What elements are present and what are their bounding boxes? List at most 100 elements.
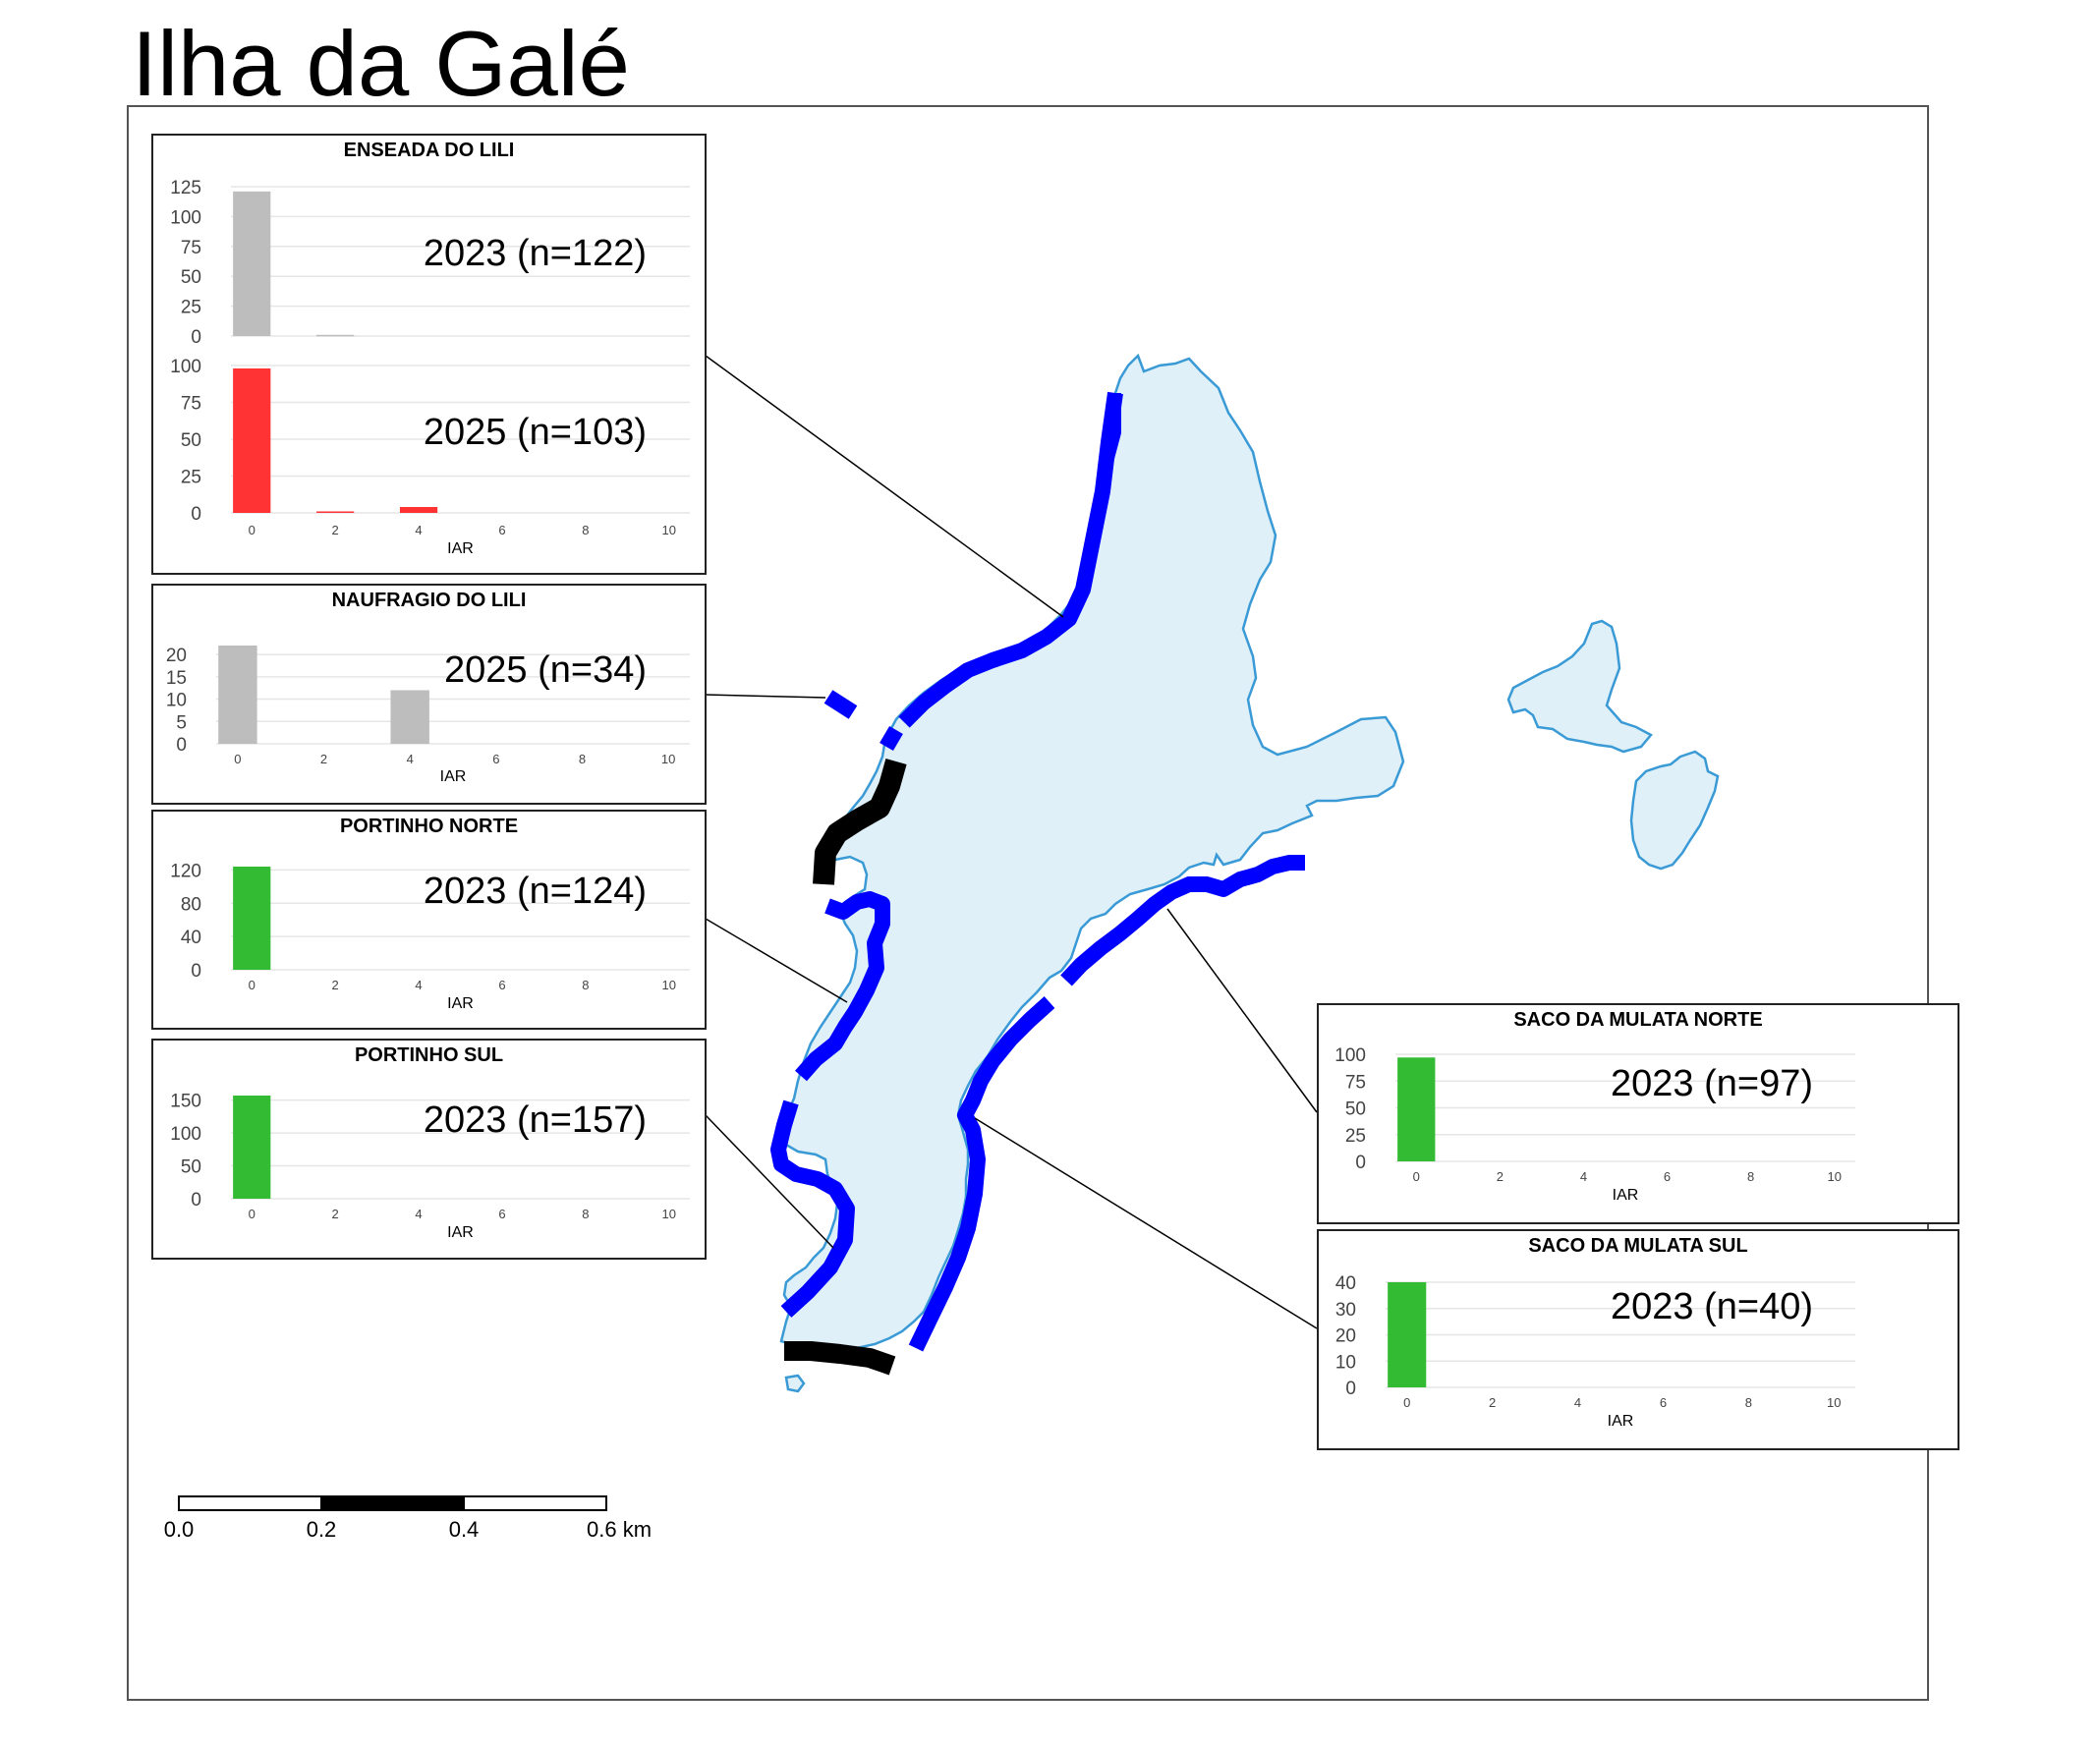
x-tick-label: 8 xyxy=(582,978,589,992)
y-tick-label: 0 xyxy=(191,1190,201,1211)
scale-label-3: 0.6 km xyxy=(587,1517,652,1542)
x-tick-label: 0 xyxy=(1403,1395,1410,1410)
series-label: 2023 (n=124) xyxy=(424,871,647,912)
x-tick-label: 2 xyxy=(1489,1395,1496,1410)
bar xyxy=(233,867,271,970)
x-tick-label: 10 xyxy=(662,1207,676,1221)
x-tick-label: 8 xyxy=(582,1207,589,1221)
panel-title: SACO DA MULATA SUL xyxy=(1528,1235,1747,1257)
map-frame xyxy=(127,105,1929,1701)
y-tick-label: 75 xyxy=(181,394,201,415)
x-tick-label: 8 xyxy=(579,752,586,766)
x-tick-label: 4 xyxy=(407,752,414,766)
x-tick-label: 6 xyxy=(492,752,499,766)
x-tick-label: 6 xyxy=(1660,1395,1667,1410)
shoreline-portinho-norte xyxy=(795,891,890,1082)
x-tick-label: 4 xyxy=(1580,1169,1587,1184)
bar xyxy=(390,690,429,744)
east-island-north xyxy=(1506,619,1653,754)
scale-bar-seg-1 xyxy=(178,1495,322,1511)
y-tick-label: 100 xyxy=(1334,1045,1366,1066)
y-tick-label: 40 xyxy=(181,928,201,948)
panel-chart: 0 25 50 75 100 2023 (n=97) xyxy=(1334,1045,1855,1173)
east-island-south xyxy=(1629,750,1720,871)
shoreline-enseada-north-tip xyxy=(1100,393,1121,464)
x-tick-label: 2 xyxy=(332,1207,339,1221)
leader-enseada-do-lili xyxy=(705,355,1064,618)
leader-lines xyxy=(705,355,1318,1329)
x-tick-label: 4 xyxy=(1574,1395,1581,1410)
x-tick-label: 8 xyxy=(1745,1395,1752,1410)
y-tick-label: 50 xyxy=(181,430,201,451)
series-label: 2023 (n=157) xyxy=(424,1099,647,1141)
panel-chart: 0 40 80 120 2023 (n=124) xyxy=(170,861,690,982)
south-islet xyxy=(784,1374,806,1393)
bar xyxy=(233,368,271,513)
x-tick-label: 10 xyxy=(662,978,676,992)
x-tick-label: 0 xyxy=(249,978,255,992)
bar xyxy=(399,507,438,513)
shoreline-black-south xyxy=(784,1341,896,1376)
panel-chart: 0 25 50 75 100 2025 (n=103) xyxy=(170,357,690,525)
leader-portinho-norte xyxy=(705,918,848,1003)
chart-panel: PORTINHO SUL 0 50 100 150 2023 (n=157) 0 2 4 6 8 10… xyxy=(151,1039,707,1260)
series-label: 2025 (n=34) xyxy=(444,649,647,691)
shoreline-segments xyxy=(770,391,1305,1376)
x-tick-label: 6 xyxy=(498,1207,505,1221)
y-tick-label: 0 xyxy=(176,735,187,756)
bar xyxy=(233,191,271,336)
y-tick-label: 15 xyxy=(166,668,187,689)
y-tick-label: 120 xyxy=(170,861,201,881)
y-tick-label: 80 xyxy=(181,894,201,915)
series-label: 2023 (n=40) xyxy=(1611,1286,1813,1327)
x-tick-label: 6 xyxy=(498,978,505,992)
panel-title: ENSEADA DO LILI xyxy=(344,140,515,161)
leader-portinho-sul xyxy=(705,1114,834,1249)
x-axis-label: IAR xyxy=(1608,1413,1634,1430)
shoreline-portinho-sul xyxy=(770,1099,855,1318)
y-tick-label: 25 xyxy=(1345,1126,1366,1147)
x-tick-label: 4 xyxy=(415,978,422,992)
x-tick-label: 2 xyxy=(1497,1169,1504,1184)
y-tick-label: 30 xyxy=(1335,1300,1356,1321)
x-axis-label: IAR xyxy=(1613,1187,1639,1204)
y-tick-label: 10 xyxy=(1335,1352,1356,1373)
scale-bar-seg-3 xyxy=(463,1495,607,1511)
leader-saco-da-mulata-norte xyxy=(1166,908,1318,1113)
x-tick-label: 10 xyxy=(1827,1395,1841,1410)
x-tick-label: 2 xyxy=(332,523,339,537)
series-label: 2023 (n=97) xyxy=(1611,1063,1813,1104)
x-tick-label: 6 xyxy=(498,523,505,537)
series-label: 2025 (n=103) xyxy=(424,412,647,453)
bar xyxy=(1388,1282,1427,1387)
panel-chart: 0 25 50 75 100 125 2023 (n=122) xyxy=(170,178,690,348)
y-tick-label: 0 xyxy=(191,961,201,982)
y-tick-label: 10 xyxy=(166,691,187,711)
x-axis-label: IAR xyxy=(447,1224,474,1241)
x-tick-label: 2 xyxy=(332,978,339,992)
y-tick-label: 25 xyxy=(181,298,201,318)
bar xyxy=(218,646,257,744)
panel-chart: 0 50 100 150 2023 (n=157) xyxy=(170,1092,690,1211)
y-tick-label: 50 xyxy=(181,1157,201,1178)
y-tick-label: 75 xyxy=(181,238,201,258)
x-axis-label: IAR xyxy=(440,768,467,785)
y-tick-label: 0 xyxy=(1345,1379,1356,1399)
y-tick-label: 0 xyxy=(191,504,201,525)
x-tick-label: 2 xyxy=(320,752,327,766)
scale-bar-seg-2 xyxy=(320,1495,465,1511)
x-tick-label: 10 xyxy=(662,523,676,537)
scale-bar: 0.0 0.2 0.4 0.6 km xyxy=(164,1495,652,1542)
x-tick-label: 10 xyxy=(661,752,675,766)
x-tick-label: 10 xyxy=(1827,1169,1841,1184)
x-tick-label: 0 xyxy=(1413,1169,1420,1184)
shoreline-enseada-do-lili xyxy=(898,391,1123,728)
main-island xyxy=(779,353,1405,1350)
y-tick-label: 0 xyxy=(1355,1153,1366,1173)
